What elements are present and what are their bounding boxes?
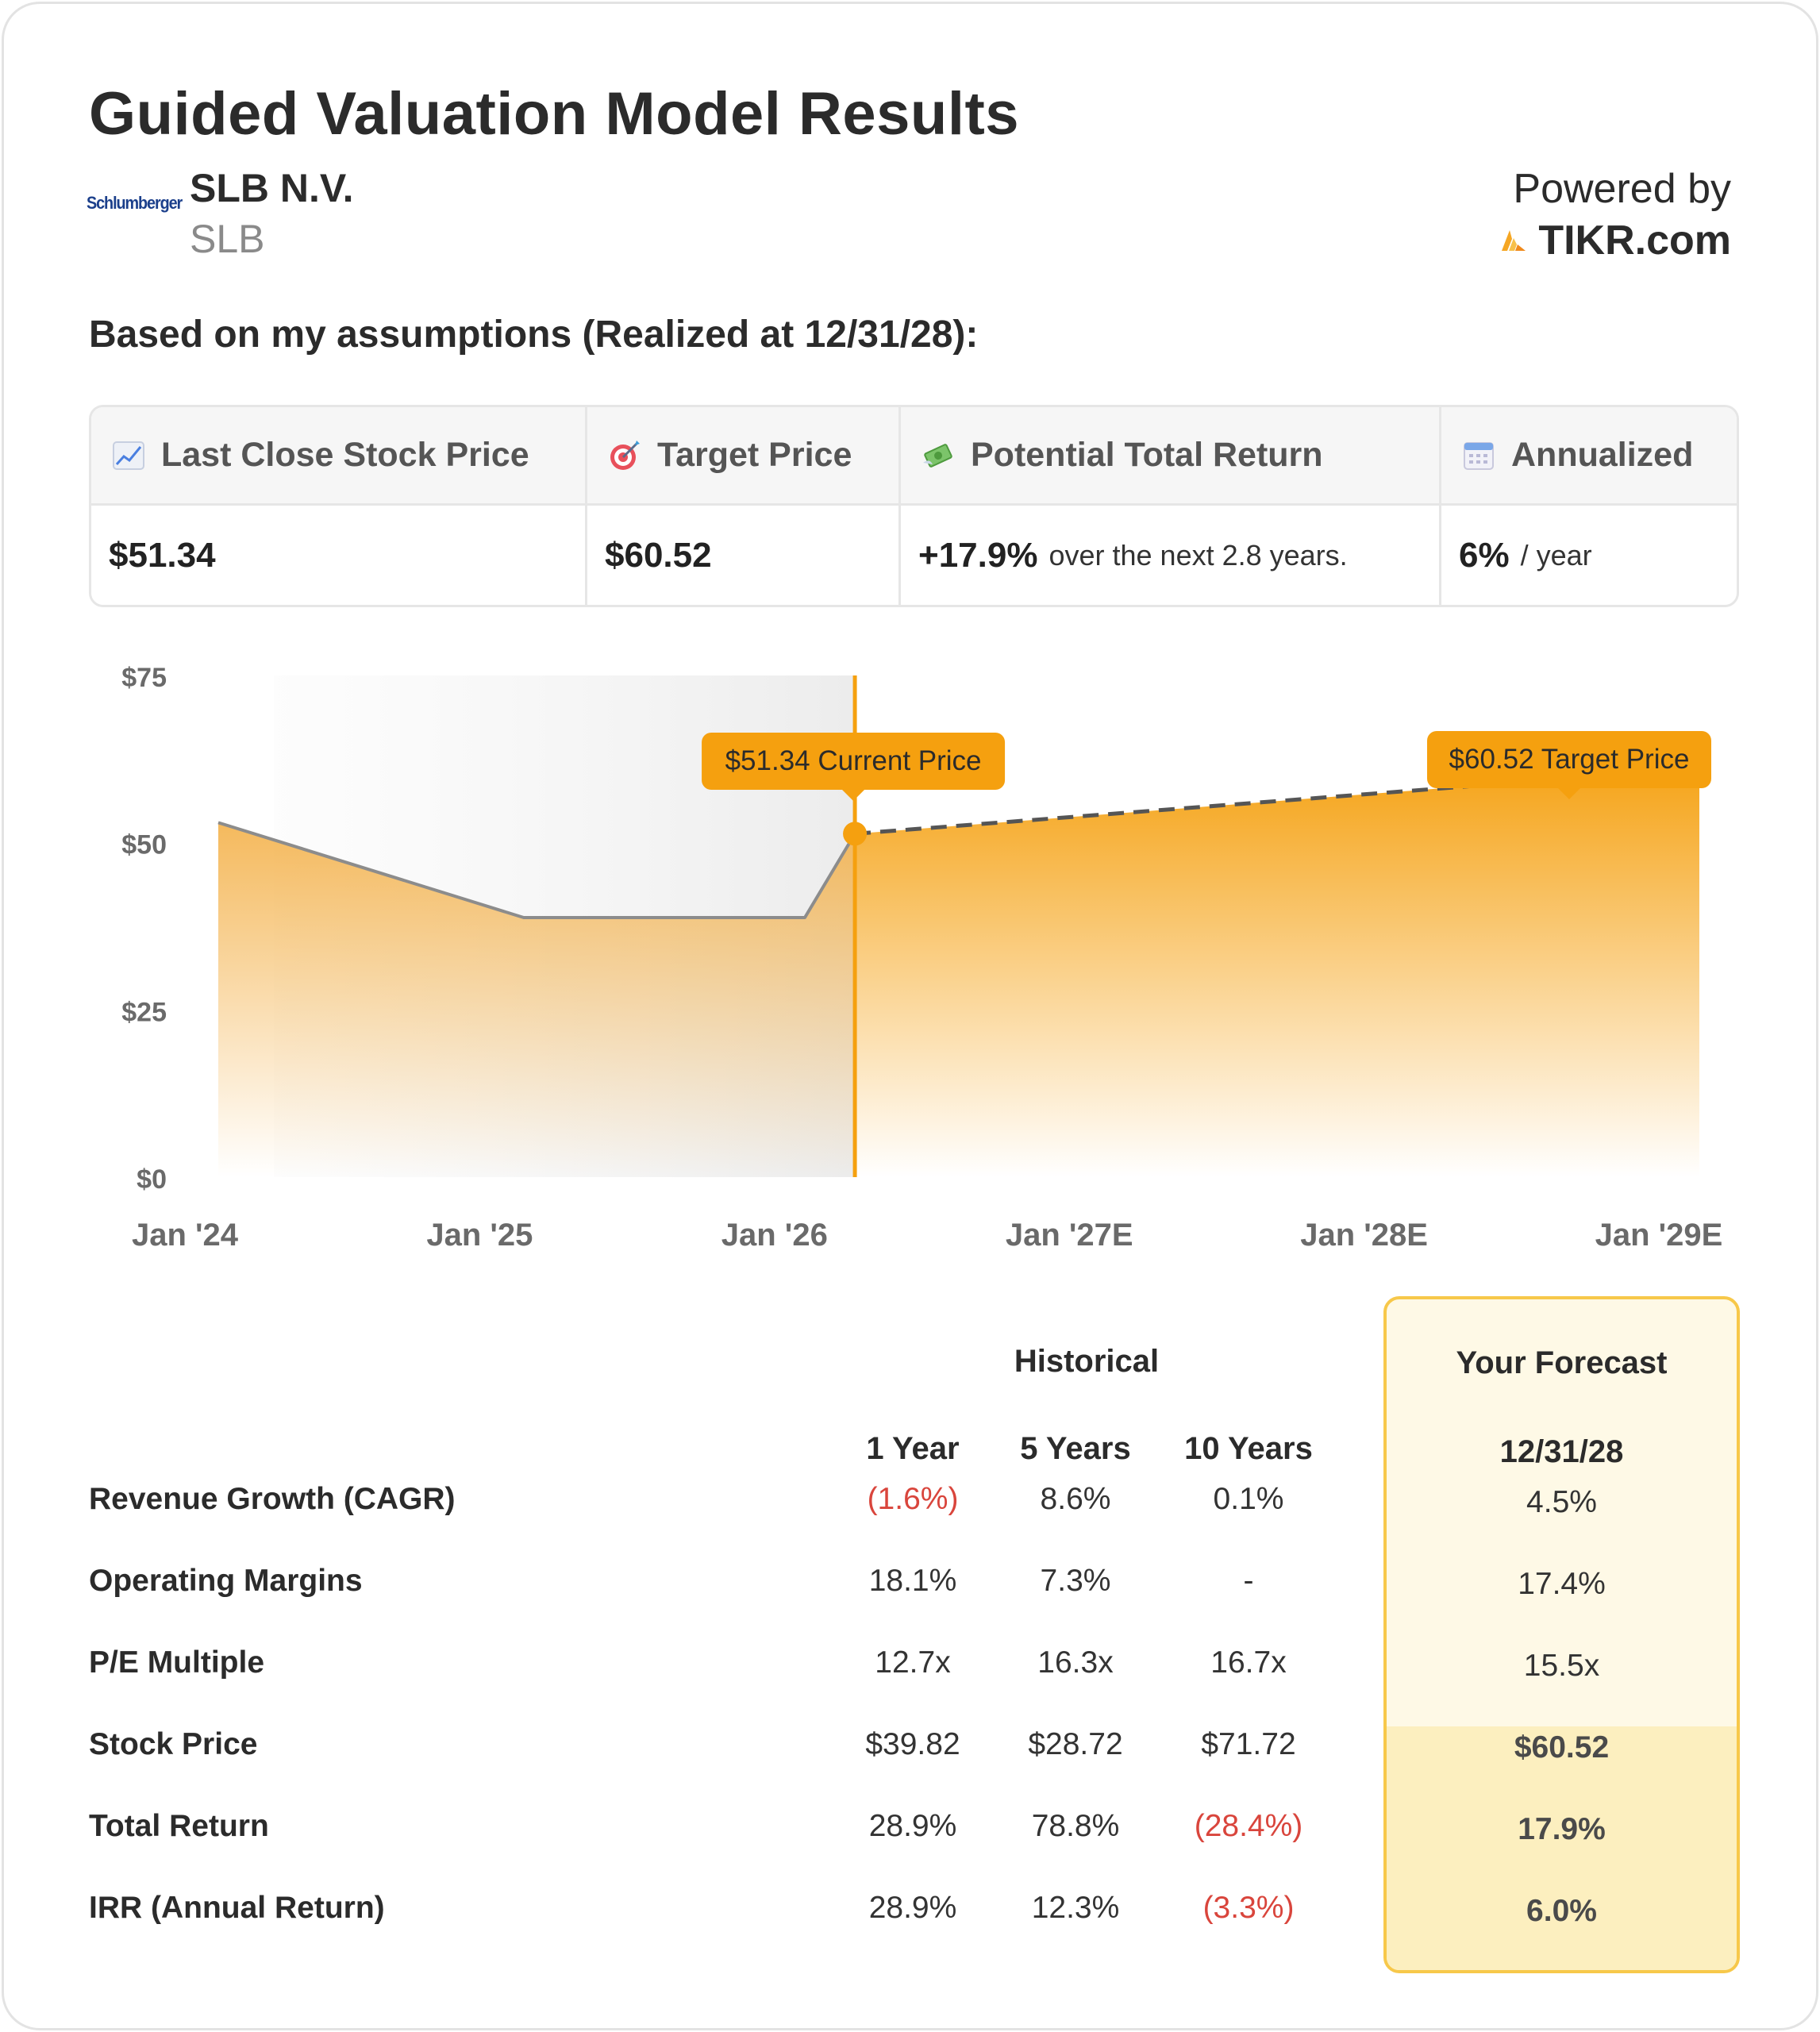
forecast-cell: 17.9% (1518, 1812, 1606, 1846)
row-label: Revenue Growth (CAGR) (89, 1482, 456, 1516)
historical-cell: $28.72 (1028, 1727, 1123, 1761)
forecast-panel: Your Forecast 12/31/28 (1383, 1296, 1740, 1973)
summary-header: Last Close Stock Price (91, 407, 585, 506)
summary-value: 6% / year (1459, 535, 1592, 575)
summary-subtext: / year (1520, 538, 1592, 572)
col-header-1-year: 1 Year (866, 1431, 960, 1466)
x-tick-label: Jan '27E (1006, 1218, 1133, 1253)
summary-header: Target Price (587, 407, 898, 506)
y-tick-label: $0 (137, 1164, 167, 1195)
forecast-cell: 6.0% (1526, 1894, 1597, 1928)
historical-cell: 18.1% (868, 1564, 957, 1598)
calendar-icon (1464, 441, 1494, 470)
historical-cell: (1.6%) (867, 1482, 959, 1516)
money-with-wings-icon (923, 443, 952, 468)
page-title: Guided Valuation Model Results (89, 80, 1020, 148)
historical-cell: 12.7x (875, 1645, 951, 1680)
summary-header: Annualized (1441, 407, 1737, 506)
summary-col-total-return: Potential Total Return +17.9% over the n… (901, 407, 1441, 605)
price-chart-svg: $0 $25 $50 $75 Jan '24 Jan '25 Jan '26 Jan '27E… (121, 663, 1723, 1253)
forecast-highlight (1387, 1726, 1737, 1970)
target-price-callout-pointer (1558, 788, 1580, 799)
summary-table: Last Close Stock Price $51.34 Target Pri… (89, 405, 1739, 607)
company-ticker: SLB (190, 217, 265, 261)
chart-increasing-icon (113, 441, 144, 470)
y-tick-label: $50 (121, 830, 167, 860)
y-tick-label: $25 (121, 997, 167, 1027)
historical-cell: 0.1% (1213, 1482, 1284, 1516)
historical-cell: $71.72 (1201, 1727, 1296, 1761)
tikr-logo-icon (1502, 230, 1526, 251)
historical-cell: 8.6% (1040, 1482, 1111, 1516)
summary-col-last-close: Last Close Stock Price $51.34 (91, 407, 587, 605)
historical-cell: (3.3%) (1202, 1891, 1295, 1925)
row-label: IRR (Annual Return) (89, 1891, 385, 1925)
forecast-cell: 15.5x (1523, 1649, 1600, 1683)
historical-cell: 78.8% (1031, 1809, 1120, 1843)
x-tick-label: Jan '29E (1595, 1218, 1723, 1253)
target-price-callout-box (1427, 731, 1711, 788)
historical-area (218, 822, 856, 1177)
col-header-10-years: 10 Years (1184, 1431, 1313, 1466)
historical-cell: 16.7x (1210, 1645, 1287, 1680)
summary-subtext: over the next 2.8 years. (1049, 538, 1348, 572)
historical-cell: 12.3% (1031, 1891, 1120, 1925)
summary-col-annualized: Annualized 6% / year (1441, 407, 1737, 605)
summary-value: $51.34 (109, 535, 216, 575)
target-price-callout-label: $60.52 Target Price (1449, 744, 1690, 775)
summary-header: Potential Total Return (901, 407, 1439, 506)
current-price-marker (843, 822, 868, 846)
historical-cell: 7.3% (1040, 1564, 1111, 1598)
forecast-date: 12/31/28 (1499, 1434, 1624, 1469)
forecast-area (855, 772, 1699, 1177)
summary-value: $60.52 (605, 535, 712, 575)
assumptions-heading: Based on my assumptions (Realized at 12/… (89, 314, 979, 356)
x-tick-label: Jan '24 (132, 1218, 239, 1253)
summary-value: +17.9% over the next 2.8 years. (918, 535, 1348, 575)
forecast-cell: $60.52 (1514, 1730, 1610, 1765)
historical-cell: - (1243, 1564, 1254, 1598)
company-name: SLB N.V. (190, 166, 354, 210)
row-label: Stock Price (89, 1727, 258, 1761)
historical-cell: 16.3x (1037, 1645, 1114, 1680)
summary-col-target: Target Price $60.52 (587, 407, 901, 605)
x-tick-label: Jan '26 (721, 1218, 828, 1253)
row-label: P/E Multiple (89, 1645, 265, 1680)
row-label: Operating Margins (89, 1564, 363, 1598)
y-tick-label: $75 (121, 663, 167, 693)
historical-cell: (28.4%) (1194, 1809, 1303, 1843)
col-header-5-years: 5 Years (1020, 1431, 1131, 1466)
current-price-callout-box (702, 733, 1006, 790)
x-tick-label: Jan '25 (426, 1218, 533, 1253)
forecast-title: Your Forecast (1456, 1345, 1668, 1380)
row-label: Total Return (89, 1809, 269, 1843)
forecast-cell: 17.4% (1518, 1567, 1606, 1601)
historical-label: Historical (1014, 1344, 1160, 1379)
forecast-cell: 4.5% (1526, 1485, 1597, 1519)
historical-price-line (217, 821, 856, 919)
company-logo: Schlumberger (87, 193, 183, 213)
historical-cell: $39.82 (865, 1727, 960, 1761)
historical-cell: 28.9% (868, 1891, 957, 1925)
historical-cell: 28.9% (868, 1809, 957, 1843)
target-icon (610, 440, 640, 470)
price-chart: $0 $25 $50 $75 Jan '24 Jan '25 Jan '26 Jan '27E… (4, 639, 1820, 1274)
powered-by-label: Powered by (1513, 166, 1731, 212)
tikr-link[interactable]: TIKR.com (1500, 217, 1731, 264)
tikr-brand: TIKR.com (1538, 217, 1731, 264)
x-tick-label: Jan '28E (1300, 1218, 1428, 1253)
current-price-callout-label: $51.34 Current Price (725, 745, 982, 776)
current-price-callout-pointer (842, 790, 865, 801)
